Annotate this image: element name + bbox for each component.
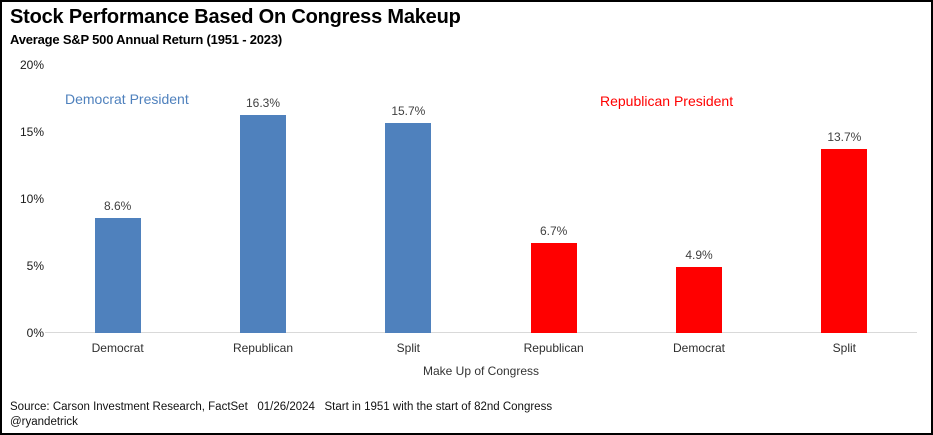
x-axis-title: Make Up of Congress <box>422 364 540 378</box>
x-axis-line <box>45 332 917 333</box>
y-tick-label: 10% <box>19 192 44 206</box>
x-tick-label: Republican <box>523 341 584 355</box>
chart-subtitle: Average S&P 500 Annual Return (1951 - 20… <box>10 32 282 47</box>
y-tick-label: 15% <box>19 125 44 139</box>
series-label-democrat-president: Democrat President <box>65 91 189 107</box>
bar-split-rep-president <box>821 149 868 333</box>
bar-democrat-dem-president <box>94 217 141 333</box>
x-tick-label: Split <box>832 341 856 355</box>
bar-value-label: 15.7% <box>391 103 426 118</box>
series-label-republican-president: Republican President <box>600 93 734 109</box>
x-tick-label: Split <box>396 341 420 355</box>
bar-value-label: 16.3% <box>245 95 281 110</box>
source-note: Source: Carson Investment Research, Fact… <box>10 401 553 413</box>
y-tick-label: 20% <box>19 58 44 72</box>
bar-value-label: 8.6% <box>103 198 132 213</box>
x-tick-label: Democrat <box>91 341 144 355</box>
bar-split-dem-president <box>385 122 432 333</box>
y-tick-label: 0% <box>26 326 44 340</box>
bar-value-label: 4.9% <box>685 248 713 263</box>
bar-value-label: 13.7% <box>827 130 862 145</box>
author-handle: @ryandetrick <box>10 416 78 428</box>
bar-value-label: 6.7% <box>539 224 568 239</box>
x-tick-label: Democrat <box>672 341 725 355</box>
x-tick-label: Republican <box>232 341 294 355</box>
y-tick-label: 5% <box>26 259 44 273</box>
chart-title: Stock Performance Based On Congress Make… <box>10 6 461 28</box>
bar-democrat-rep-president <box>676 267 722 333</box>
bar-republican-dem-president <box>240 114 286 333</box>
bar-republican-rep-president <box>530 243 577 333</box>
